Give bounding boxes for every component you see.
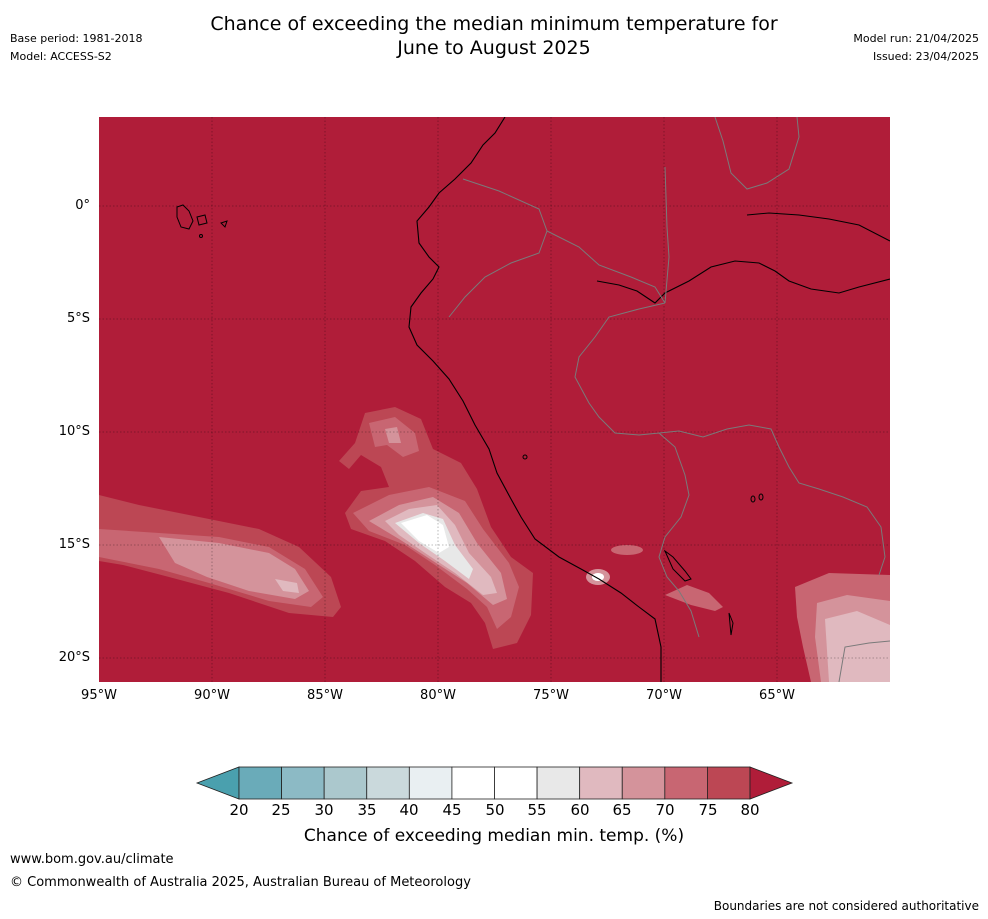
x-tick-label: 75°W	[533, 688, 569, 703]
colorbar-segments	[238, 766, 751, 800]
colorbar-tick: 75	[698, 801, 718, 819]
colorbar-tick: 60	[570, 801, 590, 819]
y-tick-label: 5°S	[66, 311, 90, 326]
colorbar-segment	[664, 766, 708, 800]
colorbar-tick: 35	[357, 801, 377, 819]
x-tick-label: 95°W	[81, 688, 117, 703]
colorbar-tick: 65	[612, 801, 632, 819]
coastline	[408, 117, 662, 682]
colorbar-tick: 25	[271, 801, 291, 819]
x-tick-label: 80°W	[420, 688, 456, 703]
colorbar-tick: 45	[442, 801, 462, 819]
colorbar	[195, 766, 794, 800]
colorbar-segment	[408, 766, 453, 800]
colorbar-segment	[579, 766, 623, 800]
model-text: Model: ACCESS-S2	[10, 50, 112, 63]
central-anomaly-region	[339, 407, 533, 649]
x-tick-label: 90°W	[194, 688, 230, 703]
southeast-anomaly-region	[795, 573, 890, 682]
colorbar-tick: 50	[485, 801, 505, 819]
colorbar-segment	[238, 766, 282, 800]
colorbar-lower-arrow	[195, 766, 240, 800]
colorbar-upper-arrow	[749, 766, 794, 800]
country-borders	[448, 117, 890, 682]
title-line-2: June to August 2025	[397, 37, 591, 59]
title-line-1: Chance of exceeding the median minimum t…	[210, 13, 778, 35]
colorbar-tick: 55	[527, 801, 547, 819]
colorbar-tick: 80	[740, 801, 760, 819]
x-tick-label: 65°W	[759, 688, 795, 703]
colorbar-segment	[536, 766, 581, 800]
x-tick-label: 85°W	[307, 688, 343, 703]
colorbar-segment	[621, 766, 666, 800]
colorbar-tick: 40	[399, 801, 419, 819]
meta-right: Model run: 21/04/2025 Issued: 23/04/2025	[853, 32, 979, 64]
x-tick-label: 70°W	[646, 688, 682, 703]
y-tick-label: 10°S	[58, 424, 90, 439]
colorbar-tick: 20	[229, 801, 249, 819]
west-anomaly-region	[99, 495, 341, 617]
lakes	[522, 454, 764, 636]
footer-url[interactable]: www.bom.gov.au/climate	[10, 852, 174, 867]
galapagos-islands	[176, 204, 228, 238]
footer-copyright: © Commonwealth of Australia 2025, Austra…	[10, 875, 471, 890]
colorbar-segment	[494, 766, 538, 800]
colorbar-tick: 70	[655, 801, 675, 819]
coast-north	[746, 212, 890, 242]
colorbar-segment	[707, 766, 751, 800]
y-tick-label: 20°S	[58, 650, 90, 665]
colorbar-segment	[281, 766, 325, 800]
y-tick-label: 0°	[75, 198, 90, 213]
colorbar-tick: 30	[314, 801, 334, 819]
y-tick-label: 15°S	[58, 537, 90, 552]
colorbar-label: Chance of exceeding median min. temp. (%…	[303, 826, 685, 846]
amazon-river	[596, 260, 890, 304]
meta-left: Base period: 1981-2018 Model: ACCESS-S2	[10, 32, 142, 64]
colorbar-segment	[451, 766, 495, 800]
base-period-text: Base period: 1981-2018	[10, 32, 143, 45]
probability-map	[99, 117, 890, 682]
graticule	[99, 117, 890, 682]
colorbar-segment	[323, 766, 368, 800]
map-title: Chance of exceeding the median minimum t…	[0, 12, 988, 60]
footer-note: Boundaries are not considered authoritat…	[713, 899, 979, 913]
issued-text: Issued: 23/04/2025	[872, 50, 979, 63]
model-run-text: Model run: 21/04/2025	[853, 32, 979, 45]
colorbar-segment	[366, 766, 410, 800]
